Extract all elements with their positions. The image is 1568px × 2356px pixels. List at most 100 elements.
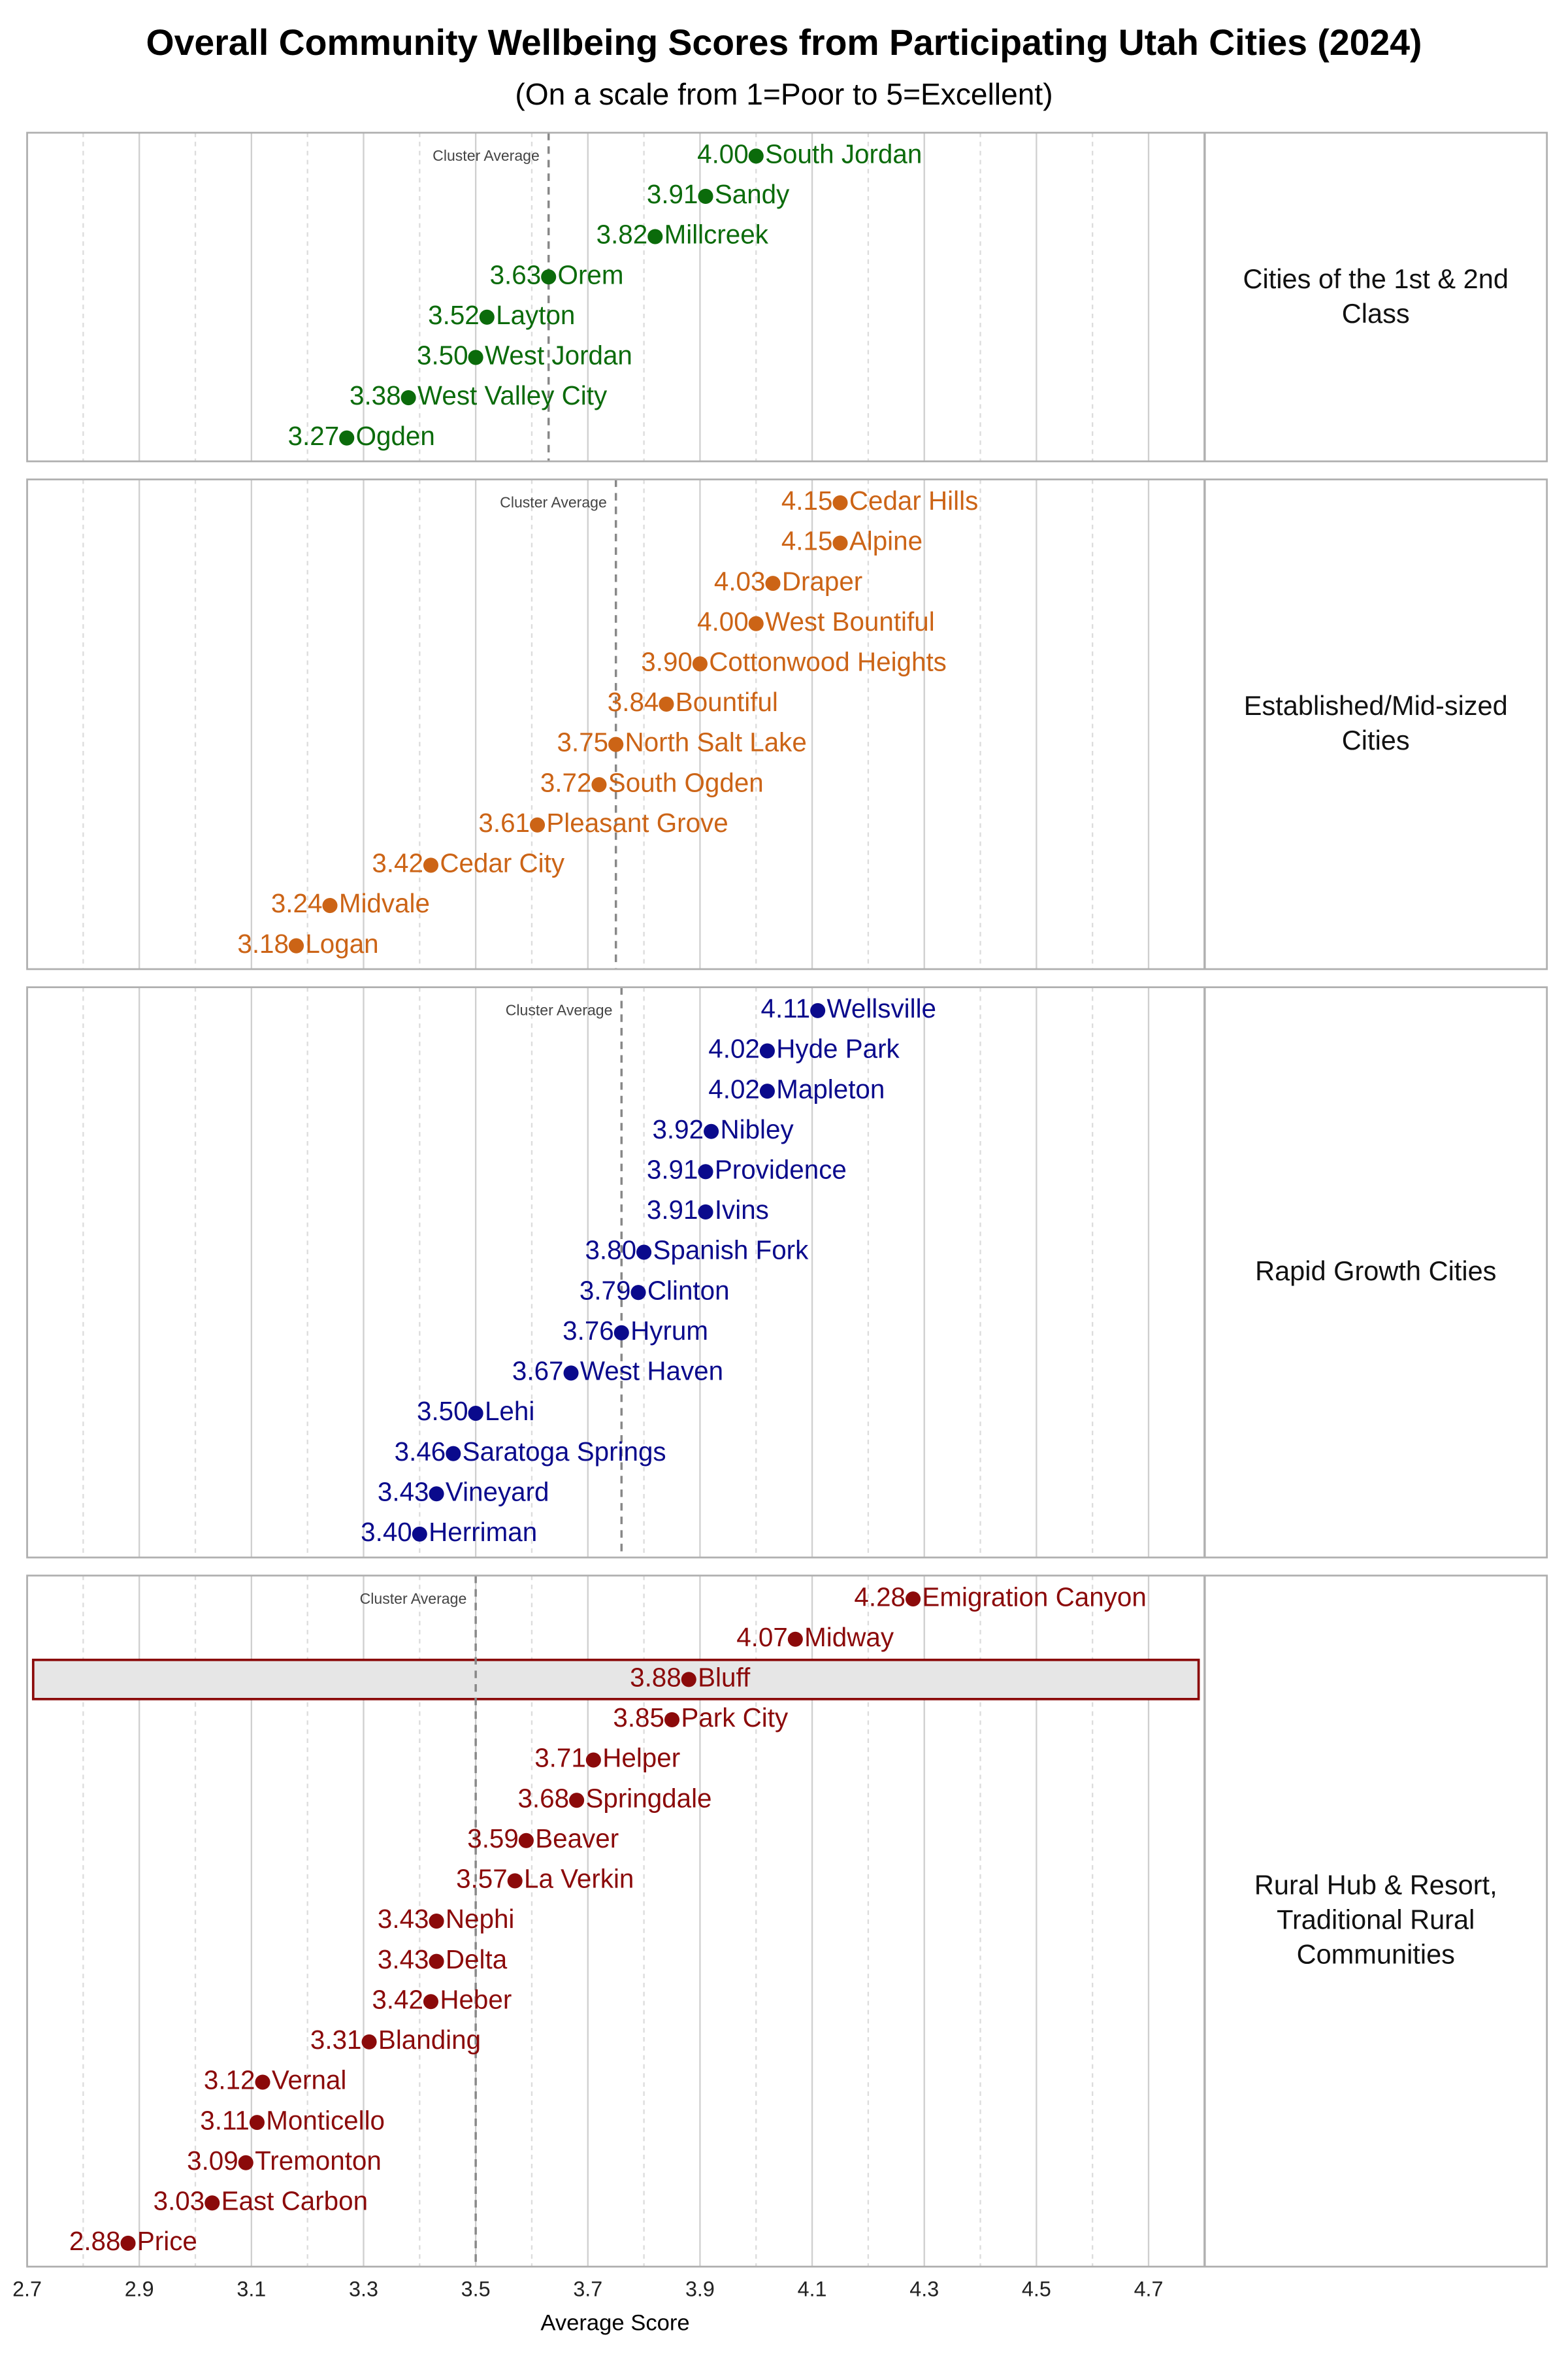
dot: [647, 229, 663, 244]
dot: [591, 777, 607, 793]
category-label: Hyrum: [630, 1316, 708, 1346]
dot: [429, 1486, 444, 1502]
chart-subtitle: (On a scale from 1=Poor to 5=Excellent): [515, 77, 1053, 111]
dot: [585, 1752, 601, 1768]
value-label: 3.76: [563, 1316, 614, 1346]
dot: [613, 1325, 629, 1340]
value-label: 4.07: [736, 1622, 788, 1652]
dot: [255, 2074, 270, 2090]
category-label: Lehi: [485, 1396, 534, 1426]
category-label: Bluff: [698, 1663, 751, 1693]
value-label: 4.02: [708, 1034, 760, 1064]
dot: [748, 148, 764, 164]
category-label: Cottonwood Heights: [709, 647, 947, 677]
panel-background: [27, 133, 1547, 461]
category-label: Tremonton: [255, 2146, 382, 2176]
dot: [698, 1164, 713, 1180]
value-label: 3.82: [596, 220, 648, 250]
dot: [698, 1204, 713, 1219]
category-label: Cedar City: [440, 848, 565, 878]
value-label: 3.46: [395, 1436, 446, 1467]
dot: [563, 1365, 579, 1381]
category-label: Blanding: [378, 2025, 481, 2055]
category-label: Sandy: [715, 179, 790, 209]
category-label: Midway: [804, 1622, 894, 1652]
category-label: West Haven: [580, 1356, 723, 1386]
value-label: 3.12: [204, 2065, 255, 2095]
category-label: Orem: [558, 259, 624, 290]
dot: [446, 1446, 461, 1461]
value-label: 3.68: [517, 1783, 569, 1813]
category-label: Nephi: [446, 1904, 515, 1934]
value-label: 3.43: [378, 1944, 429, 1974]
dot: [765, 576, 781, 591]
x-axis-label: Average Score: [540, 2310, 689, 2335]
panel-frame: [26, 1574, 1548, 2268]
value-label: 4.02: [708, 1074, 760, 1104]
panel: Cluster Average Rural Hub & Resort, Tradi…: [26, 1574, 1548, 2268]
panel-background: [27, 479, 1547, 969]
dot: [479, 309, 495, 325]
value-label: 3.38: [350, 380, 401, 410]
category-label: La Verkin: [524, 1864, 634, 1894]
value-label: 3.31: [310, 2025, 362, 2055]
dot: [507, 1873, 523, 1889]
category-label: Midvale: [339, 888, 430, 918]
x-tick-label: 3.3: [349, 2278, 378, 2301]
dot: [748, 616, 764, 631]
category-label: Heber: [440, 1984, 512, 2014]
category-label: Nibley: [720, 1114, 794, 1144]
dot: [608, 737, 624, 752]
category-label: West Bountiful: [765, 606, 935, 637]
dot: [204, 2195, 220, 2211]
category-label: South Jordan: [765, 139, 922, 169]
value-label: 3.72: [540, 767, 592, 797]
category-label: Wellsville: [827, 993, 937, 1023]
value-label: 4.28: [854, 1582, 906, 1612]
value-label: 3.50: [417, 1396, 468, 1426]
panel-title: Rural Hub & Resort, Traditional Rural Co…: [1254, 1869, 1497, 1970]
category-label: Layton: [496, 300, 575, 330]
value-label: 3.40: [361, 1517, 412, 1547]
x-tick-label: 3.9: [685, 2278, 715, 2301]
value-label: 3.09: [187, 2146, 238, 2176]
x-tick-label: 4.7: [1134, 2278, 1164, 2301]
dot: [288, 938, 304, 954]
cluster-average-label: Cluster Average: [360, 1590, 467, 1607]
value-label: 3.91: [647, 1155, 698, 1185]
category-label: Springdale: [585, 1783, 711, 1813]
category-label: Providence: [715, 1155, 847, 1185]
cluster-average-label: Cluster Average: [433, 147, 540, 164]
category-label: South Ogden: [608, 767, 764, 797]
value-label: 3.79: [580, 1275, 631, 1305]
value-label: 3.59: [467, 1823, 519, 1853]
dot: [361, 2034, 377, 2049]
value-label: 3.52: [428, 300, 480, 330]
dot: [832, 495, 848, 510]
value-label: 3.27: [288, 421, 340, 451]
x-tick-label: 3.1: [237, 2278, 266, 2301]
category-label: North Salt Lake: [625, 727, 807, 757]
dot: [681, 1672, 696, 1687]
value-label: 3.85: [613, 1702, 664, 1733]
dot: [636, 1244, 652, 1260]
value-label: 3.42: [372, 1984, 423, 2014]
x-tick-label: 4.1: [798, 2278, 827, 2301]
value-label: 3.61: [478, 808, 530, 838]
dot: [659, 696, 674, 712]
dot: [832, 535, 848, 551]
category-label: West Jordan: [485, 340, 632, 371]
category-label: Bountiful: [676, 687, 778, 717]
value-label: 4.00: [697, 139, 749, 169]
category-label: Draper: [782, 566, 862, 596]
value-label: 3.11: [200, 2105, 250, 2135]
dot: [429, 1914, 444, 1929]
dot: [412, 1526, 427, 1542]
x-tick-label: 2.7: [12, 2278, 42, 2301]
value-label: 3.80: [585, 1235, 636, 1265]
value-label: 3.88: [630, 1663, 681, 1693]
dot: [906, 1591, 921, 1607]
dot: [759, 1084, 775, 1099]
dot: [541, 269, 557, 285]
category-label: Emigration Canyon: [922, 1582, 1146, 1612]
